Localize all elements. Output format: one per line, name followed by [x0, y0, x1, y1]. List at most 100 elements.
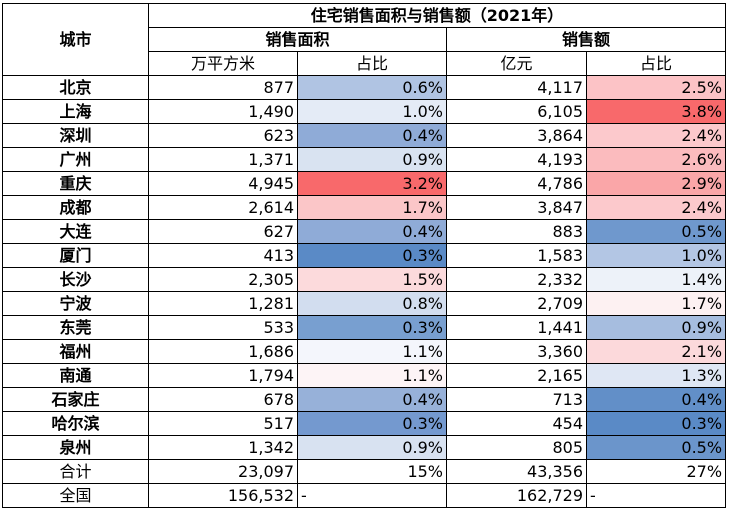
national-amount-cell: 162,729 — [446, 483, 587, 508]
table-row: 石家庄 678 0.4% 713 0.4% — [2, 387, 727, 412]
table-row: 福州 1,686 1.1% 3,360 2.1% — [2, 339, 727, 364]
national-label-cell: 全国 — [2, 483, 149, 508]
amount-value-cell: 4,193 — [446, 147, 587, 172]
amount-share-cell: 2.9% — [585, 171, 727, 196]
area-share-cell: 0.8% — [297, 291, 447, 316]
amount-value-cell: 3,847 — [446, 195, 587, 220]
national-area-share-cell: - — [297, 483, 447, 508]
city-cell: 成都 — [2, 195, 149, 220]
amount-share-cell: 2.4% — [585, 195, 727, 220]
area-share-cell: 0.3% — [297, 243, 447, 268]
amount-share-cell: 2.4% — [585, 123, 727, 148]
national-amount-share-cell: - — [585, 483, 727, 508]
city-cell: 宁波 — [2, 291, 149, 316]
amount-share-cell: 0.5% — [585, 435, 727, 460]
table-row: 南通 1,794 1.1% 2,165 1.3% — [2, 363, 727, 388]
sales-table: 城市 住宅销售面积与销售额（2021年） 销售面积 销售额 万平方米 占比 亿元… — [2, 3, 727, 508]
area-group-header: 销售面积 — [148, 27, 447, 52]
city-cell: 哈尔滨 — [2, 411, 149, 436]
area-share-cell: 1.1% — [297, 339, 447, 364]
group-title: 住宅销售面积与销售额（2021年） — [147, 3, 727, 28]
amount-value-cell: 713 — [446, 387, 587, 412]
amount-value-cell: 1,583 — [446, 243, 587, 268]
amount-value-cell: 4,117 — [446, 75, 587, 100]
area-share-cell: 0.4% — [297, 219, 447, 244]
area-value-cell: 2,614 — [148, 195, 298, 220]
area-share-cell: 0.9% — [297, 435, 447, 460]
total-row: 合计 23,097 15% 43,356 27% — [2, 459, 727, 484]
table-body: 城市 住宅销售面积与销售额（2021年） 销售面积 销售额 万平方米 占比 亿元… — [2, 3, 727, 508]
city-cell: 北京 — [2, 75, 149, 100]
table-row: 哈尔滨 517 0.3% 454 0.3% — [2, 411, 727, 436]
amount-share-cell: 1.0% — [585, 243, 727, 268]
city-cell: 重庆 — [2, 171, 149, 196]
table-row: 东莞 533 0.3% 1,441 0.9% — [2, 315, 727, 340]
city-cell: 深圳 — [2, 123, 149, 148]
amount-value-cell: 2,709 — [446, 291, 587, 316]
amount-value-cell: 2,332 — [446, 267, 587, 292]
area-share-header: 占比 — [297, 51, 447, 76]
area-value-cell: 1,281 — [148, 291, 298, 316]
amount-share-cell: 1.4% — [585, 267, 727, 292]
area-share-cell: 0.3% — [297, 315, 447, 340]
table-row: 北京 877 0.6% 4,117 2.5% — [2, 75, 727, 100]
area-value-cell: 533 — [148, 315, 298, 340]
amount-value-cell: 1,441 — [446, 315, 587, 340]
amount-share-cell: 2.6% — [585, 147, 727, 172]
table-row: 广州 1,371 0.9% 4,193 2.6% — [2, 147, 727, 172]
table-row: 上海 1,490 1.0% 6,105 3.8% — [2, 99, 727, 124]
amount-unit-header: 亿元 — [446, 51, 587, 76]
table-row: 深圳 623 0.4% 3,864 2.4% — [2, 123, 727, 148]
total-label-cell: 合计 — [2, 459, 149, 484]
area-share-cell: 0.4% — [297, 387, 447, 412]
city-cell: 石家庄 — [2, 387, 149, 412]
amount-value-cell: 3,864 — [446, 123, 587, 148]
header-row-1: 城市 住宅销售面积与销售额（2021年） — [2, 3, 727, 76]
area-value-cell: 413 — [148, 243, 298, 268]
amount-value-cell: 454 — [446, 411, 587, 436]
area-value-cell: 1,371 — [148, 147, 298, 172]
table-row: 大连 627 0.4% 883 0.5% — [2, 219, 727, 244]
area-value-cell: 877 — [148, 75, 298, 100]
total-area-share-cell: 15% — [297, 459, 447, 484]
area-share-cell: 1.7% — [297, 195, 447, 220]
city-cell: 东莞 — [2, 315, 149, 340]
amount-value-cell: 3,360 — [446, 339, 587, 364]
national-area-cell: 156,532 — [148, 483, 298, 508]
city-cell: 大连 — [2, 219, 149, 244]
table-row: 厦门 413 0.3% 1,583 1.0% — [2, 243, 727, 268]
area-value-cell: 1,342 — [148, 435, 298, 460]
city-cell: 南通 — [2, 363, 149, 388]
city-cell: 上海 — [2, 99, 149, 124]
amount-share-cell: 1.7% — [585, 291, 727, 316]
city-cell: 泉州 — [2, 435, 149, 460]
amount-share-cell: 0.9% — [585, 315, 727, 340]
header-row-3: 万平方米 占比 亿元 占比 — [3, 51, 727, 76]
amount-share-cell: 3.8% — [585, 99, 727, 124]
area-share-cell: 0.9% — [297, 147, 447, 172]
table-row: 宁波 1,281 0.8% 2,709 1.7% — [2, 291, 727, 316]
area-share-cell: 0.3% — [297, 411, 447, 436]
table-row: 重庆 4,945 3.2% 4,786 2.9% — [2, 171, 727, 196]
area-share-cell: 0.4% — [297, 123, 447, 148]
area-value-cell: 678 — [148, 387, 298, 412]
area-value-cell: 1,490 — [148, 99, 298, 124]
amount-value-cell: 805 — [446, 435, 587, 460]
amount-share-cell: 0.3% — [585, 411, 727, 436]
area-share-cell: 1.0% — [297, 99, 447, 124]
amount-value-cell: 883 — [446, 219, 587, 244]
amount-share-header: 占比 — [585, 51, 727, 76]
area-value-cell: 517 — [148, 411, 298, 436]
amount-share-cell: 0.5% — [585, 219, 727, 244]
amount-value-cell: 2,165 — [446, 363, 587, 388]
table-row: 成都 2,614 1.7% 3,847 2.4% — [2, 195, 727, 220]
area-value-cell: 1,794 — [148, 363, 298, 388]
city-cell: 厦门 — [2, 243, 149, 268]
area-share-cell: 1.5% — [297, 267, 447, 292]
total-amount-share-cell: 27% — [585, 459, 727, 484]
table-row: 长沙 2,305 1.5% 2,332 1.4% — [2, 267, 727, 292]
area-value-cell: 2,305 — [148, 267, 298, 292]
amount-value-cell: 4,786 — [446, 171, 587, 196]
area-share-cell: 3.2% — [297, 171, 447, 196]
area-unit-header: 万平方米 — [148, 51, 298, 76]
